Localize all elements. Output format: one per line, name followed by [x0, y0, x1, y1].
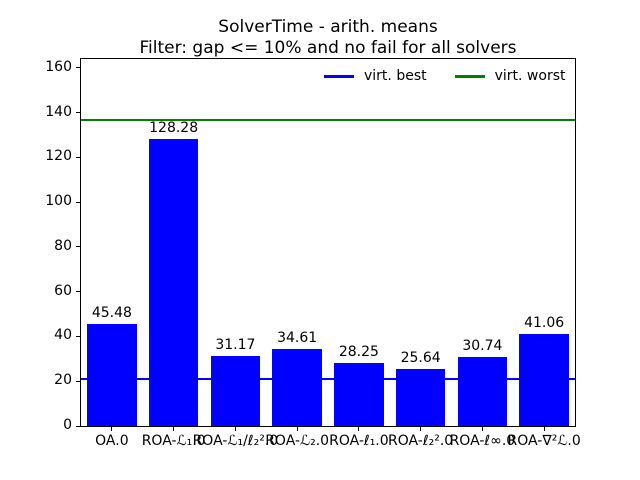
y-tick-mark [76, 156, 80, 158]
bar-value-label: 31.17 [215, 337, 256, 354]
y-tick-mark [76, 380, 80, 382]
bar [272, 348, 322, 426]
legend-label-virt-worst: virt. worst [494, 68, 566, 84]
bar [148, 138, 199, 426]
bar-value-label: 34.61 [277, 329, 318, 346]
bar-value-label: 30.74 [462, 338, 503, 355]
bar [519, 334, 569, 426]
bar [210, 356, 261, 426]
legend-label-virt-best: virt. best [364, 68, 427, 84]
x-tick-label: ROA-ℓ∞.0 [449, 433, 516, 449]
y-tick-mark [76, 67, 80, 69]
x-tick-label: ROA-ℒ₂.0 [265, 433, 330, 449]
x-tick-label: ROA-ℓ₁.0 [329, 433, 389, 449]
x-tick-label: OA.0 [95, 433, 129, 449]
x-tick-mark [420, 427, 422, 431]
chart-subtitle: Filter: gap <= 10% and no fail for all s… [139, 38, 517, 58]
y-tick-label: 60 [54, 282, 72, 299]
y-tick-label: 40 [54, 327, 72, 344]
bar-value-label: 45.48 [91, 305, 132, 322]
y-tick-label: 100 [45, 193, 72, 210]
y-tick-label: 0 [63, 417, 72, 433]
x-tick-label: ROA-ℒ₁.0 [141, 433, 206, 449]
x-tick-mark [234, 427, 236, 431]
x-tick-mark [173, 427, 175, 431]
x-tick-label: ROA-∇²ℒ.0 [507, 433, 581, 449]
bar-value-label: 28.25 [338, 343, 379, 360]
bar-value-label: 41.06 [524, 315, 565, 332]
x-tick-mark [296, 427, 298, 431]
chart-title: SolverTime - arith. means [218, 17, 438, 37]
bar [87, 324, 137, 426]
y-tick-mark [76, 425, 80, 427]
bar [457, 357, 508, 426]
x-tick-label: ROA-ℓ₂².0 [388, 433, 454, 449]
y-tick-mark [76, 246, 80, 248]
y-tick-label: 20 [54, 372, 72, 389]
y-tick-label: 120 [45, 148, 72, 165]
x-tick-mark [543, 427, 545, 431]
bar-value-label: 128.28 [149, 119, 199, 136]
legend-line-swatch-blue [324, 74, 354, 78]
y-tick-mark [76, 335, 80, 337]
y-tick-label: 160 [45, 58, 72, 75]
x-tick-mark [111, 427, 113, 431]
hline-virt-best [81, 378, 575, 380]
bar [334, 362, 384, 426]
hline-virt-worst [81, 119, 575, 122]
y-tick-mark [76, 201, 80, 203]
y-tick-mark [76, 291, 80, 293]
x-tick-mark [481, 427, 483, 431]
legend-line-swatch-green [454, 74, 485, 78]
bar-value-label: 25.64 [400, 349, 441, 366]
x-tick-label: ROA-ℒ₁/ℓ₂².0 [192, 433, 279, 449]
y-tick-label: 80 [54, 237, 72, 254]
y-tick-label: 140 [45, 103, 72, 120]
legend-item-virt-best: virt. best [324, 68, 427, 84]
x-tick-mark [358, 427, 360, 431]
y-tick-mark [76, 112, 80, 114]
legend: virt. best virt. worst [324, 68, 565, 84]
legend-item-virt-worst: virt. worst [454, 68, 566, 84]
